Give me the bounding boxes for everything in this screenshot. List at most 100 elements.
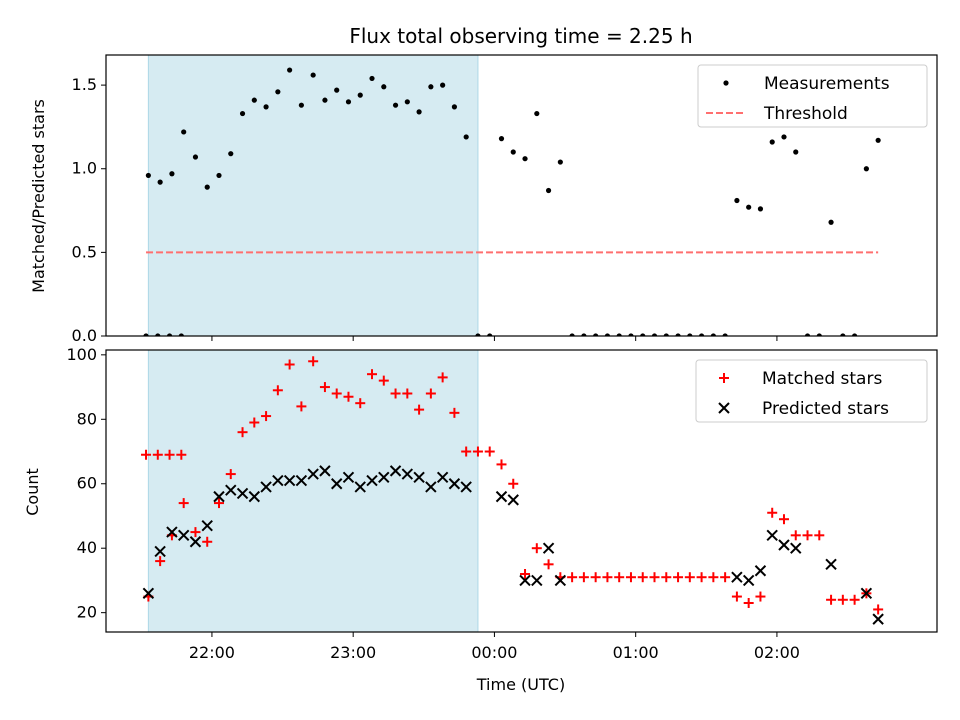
predicted-star-point <box>519 574 531 587</box>
matched-star-point <box>296 401 307 412</box>
measurement-point <box>428 84 434 90</box>
predicted-star-point <box>354 481 366 493</box>
matched-star-point <box>355 398 366 409</box>
predicted-star-point <box>201 519 213 532</box>
predicted-star-point <box>142 587 155 600</box>
predicted-star-point <box>225 484 237 496</box>
data-marks <box>143 67 881 336</box>
matched-star-point <box>249 417 260 428</box>
measurement-point <box>522 156 528 162</box>
measurement-point <box>545 187 552 194</box>
matched-star-point <box>873 604 884 615</box>
measurement-point <box>310 72 316 78</box>
measurement-point <box>178 333 184 336</box>
matched-star-point <box>684 572 695 583</box>
predicted-star-point <box>307 468 319 480</box>
predicted-star-point <box>413 471 425 484</box>
measurement-point <box>275 89 281 95</box>
matched-star-point <box>625 572 636 583</box>
legend-predicted-marker <box>718 402 730 414</box>
measurement-point <box>192 154 199 160</box>
observing-span <box>147 349 479 633</box>
measurement-point <box>357 92 363 98</box>
measurement-point <box>757 206 764 212</box>
measurement-point <box>875 137 881 143</box>
chart-title: Flux total observing time = 2.25 h <box>349 24 692 48</box>
predicted-star-point <box>436 471 449 484</box>
matched-star-point <box>213 498 224 509</box>
predicted-star-point <box>177 529 190 542</box>
matched-star-point <box>531 543 542 554</box>
predicted-star-point <box>401 468 414 480</box>
measurement-point <box>498 136 505 142</box>
matched-star-point <box>778 514 789 525</box>
measurement-point <box>181 129 187 135</box>
matched-star-point <box>237 427 248 438</box>
measurement-point <box>734 197 740 204</box>
matched-star-point <box>308 356 319 367</box>
predicted-star-point <box>378 471 390 484</box>
measurement-point <box>263 104 269 110</box>
axes-frame <box>105 349 938 633</box>
measurement-point <box>852 333 858 336</box>
legend-box <box>695 359 928 423</box>
matched-star-point <box>378 375 389 386</box>
matched-star-point <box>802 530 813 541</box>
matched-star-point <box>814 530 825 541</box>
measurement-point <box>534 110 540 117</box>
matched-star-point <box>272 385 283 396</box>
matched-star-point <box>826 594 837 605</box>
measurement-point <box>157 179 163 185</box>
measurement-point <box>392 102 399 108</box>
matched-star-point <box>614 572 625 583</box>
matched-star-point <box>837 594 848 605</box>
measurement-point <box>204 184 210 190</box>
y-tick-label: 60 <box>77 474 97 493</box>
measurement-point <box>216 172 222 179</box>
matched-star-point <box>367 369 378 380</box>
measurement-point <box>287 67 293 73</box>
measurement-point <box>345 99 352 105</box>
y-tick-label: 1.0 <box>72 159 97 178</box>
measurement-point <box>816 333 822 336</box>
measurement-point <box>675 333 681 336</box>
measurement-point <box>710 333 716 336</box>
measurement-point <box>334 87 340 93</box>
measurement-point <box>651 333 658 336</box>
predicted-star-point <box>825 558 837 571</box>
matched-star-point <box>425 388 436 399</box>
matched-star-point <box>790 530 801 541</box>
measurement-point <box>475 333 481 336</box>
x-tick-label: 00:00 <box>471 643 517 662</box>
measurement-point <box>722 333 728 336</box>
measurement-point <box>663 333 669 336</box>
measurement-point <box>746 204 752 210</box>
measurement-point <box>166 333 173 336</box>
predicted-star-point <box>283 474 296 487</box>
measurement-point <box>440 82 446 88</box>
measurement-point <box>604 333 611 336</box>
y-tick-label: 1.5 <box>72 75 97 94</box>
axes-frame <box>105 54 938 337</box>
legend-matched-marker <box>719 373 729 383</box>
legend-measurement-marker <box>723 80 729 86</box>
predicted-star-point <box>542 542 555 554</box>
matched-star-point <box>461 446 472 457</box>
matched-star-point <box>141 449 152 460</box>
x-axis-label: Time (UTC) <box>476 675 565 694</box>
matched-star-point <box>390 388 401 399</box>
measurement-point <box>143 333 149 336</box>
matched-star-point <box>731 591 742 602</box>
predicted-star-point <box>236 487 249 500</box>
matched-star-point <box>190 527 201 538</box>
predicted-star-point <box>742 574 755 587</box>
predicted-star-point <box>448 478 461 490</box>
matched-star-point <box>708 572 719 583</box>
matched-star-point <box>402 388 413 399</box>
legend-label: Predicted stars <box>762 399 889 419</box>
predicted-star-point <box>531 574 543 587</box>
matched-star-point <box>449 407 460 418</box>
measurement-point <box>298 102 304 108</box>
matched-star-point <box>343 391 354 402</box>
matched-star-point <box>673 572 684 583</box>
